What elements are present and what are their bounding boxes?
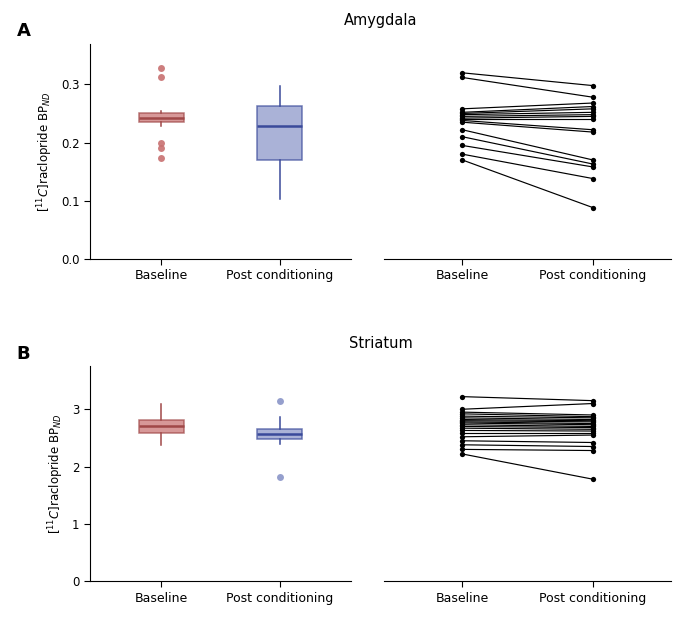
Text: Amygdala: Amygdala: [344, 13, 417, 28]
Bar: [257, 106, 302, 160]
Text: A: A: [17, 22, 30, 40]
Bar: [257, 429, 302, 439]
Text: Striatum: Striatum: [349, 336, 412, 351]
Y-axis label: $[^{11}C]$raclopride BP$_{ND}$: $[^{11}C]$raclopride BP$_{ND}$: [47, 414, 66, 534]
Bar: [138, 114, 184, 122]
Text: B: B: [17, 345, 30, 362]
Y-axis label: $[^{11}C]$raclopride BP$_{ND}$: $[^{11}C]$raclopride BP$_{ND}$: [36, 91, 55, 211]
Bar: [138, 419, 184, 433]
